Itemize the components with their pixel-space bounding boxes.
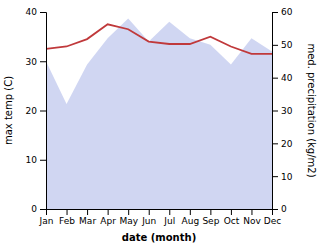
tick-label: 50	[281, 40, 293, 50]
tick: 40	[26, 7, 46, 17]
tick-mark	[272, 12, 278, 13]
tick-label: Jun	[141, 216, 156, 226]
tick: 30	[272, 106, 293, 116]
tick-label: Feb	[59, 216, 75, 226]
tick-label: Jul	[163, 216, 175, 226]
tick-label: Jan	[39, 216, 54, 226]
tick-mark	[169, 209, 170, 215]
tick: 0	[272, 204, 287, 214]
tick: 0	[31, 204, 46, 214]
tick: 50	[272, 40, 293, 50]
axis-line	[47, 210, 273, 216]
line	[46, 24, 272, 54]
tick-mark	[190, 209, 191, 215]
tick-mark	[272, 176, 278, 177]
tick-mark	[40, 209, 46, 210]
tick-mark	[87, 209, 88, 215]
tick: Mar	[79, 209, 96, 226]
tick-mark	[149, 209, 150, 215]
tick-mark	[272, 143, 278, 144]
tick-label: 40	[26, 7, 38, 17]
chart: JanFebMarAprMayJunJulAugSepOctNovDec0102…	[0, 0, 318, 247]
tick-label: 60	[281, 7, 293, 17]
tick: Jan	[39, 209, 54, 226]
tick-mark	[40, 111, 46, 112]
tick: 20	[272, 139, 293, 149]
tick-label: Aug	[182, 216, 200, 226]
tick-mark	[40, 61, 46, 62]
tick: Aug	[182, 209, 200, 226]
tick-label: 0	[31, 204, 37, 214]
tick-label: Oct	[224, 216, 240, 226]
tick: 60	[272, 7, 293, 17]
tick-label: 20	[26, 106, 38, 116]
x-axis-title: date (month)	[122, 232, 196, 243]
tick: Jul	[163, 209, 175, 226]
tick: May	[119, 209, 138, 226]
tick-label: 0	[281, 204, 287, 214]
tick: Apr	[100, 209, 116, 226]
tick: 20	[26, 106, 46, 116]
tick-label: 30	[26, 57, 38, 67]
tick-mark	[231, 209, 232, 215]
tick: Nov	[243, 209, 261, 226]
tick-mark	[210, 209, 211, 215]
tick: 10	[26, 155, 46, 165]
tick-label: Apr	[100, 216, 116, 226]
tick-label: Mar	[79, 216, 96, 226]
tick-label: 10	[281, 172, 293, 182]
tick-mark	[67, 209, 68, 215]
tick-mark	[128, 209, 129, 215]
x-axis: Jan Feb Mar AprMayJun Jul AugSep OctNovDec	[39, 209, 282, 226]
tick: Oct	[224, 209, 240, 226]
tick-mark	[40, 160, 46, 161]
tick-label: Nov	[243, 216, 261, 226]
axis-line	[273, 13, 279, 210]
tick-label: 40	[281, 73, 293, 83]
y2-axis-title: med. precipitation (kg/m2)	[306, 43, 317, 177]
tick-label: 30	[281, 106, 293, 116]
area	[46, 19, 272, 209]
tick: 10	[272, 172, 293, 182]
tick-mark	[272, 209, 278, 210]
tick-mark	[40, 12, 46, 13]
tick: Jun	[141, 209, 156, 226]
axis-line	[40, 13, 47, 210]
tick-label: 20	[281, 139, 293, 149]
tick-mark	[272, 45, 278, 46]
y2-axis: 0 10 20 30 40 50 60	[272, 7, 293, 214]
tick-mark	[108, 209, 109, 215]
tick: Sep	[202, 209, 219, 226]
tick-label: 10	[26, 155, 38, 165]
tick-mark	[251, 209, 252, 215]
plot: JanFebMarAprMayJunJulAugSepOctNovDec0102…	[26, 7, 293, 226]
tick-label: Sep	[202, 216, 219, 226]
tick-mark	[272, 78, 278, 79]
tick: Dec	[264, 209, 281, 226]
tick: Feb	[59, 209, 75, 226]
y-axis: 0 10 20 30 40	[26, 7, 47, 214]
tick: 30	[26, 57, 46, 67]
tick-mark	[272, 111, 278, 112]
tick-label: May	[119, 216, 138, 226]
marks	[46, 19, 272, 209]
tick-label: Dec	[264, 216, 281, 226]
tick: 40	[272, 73, 293, 83]
y-axis-title: max temp (C)	[3, 76, 14, 145]
